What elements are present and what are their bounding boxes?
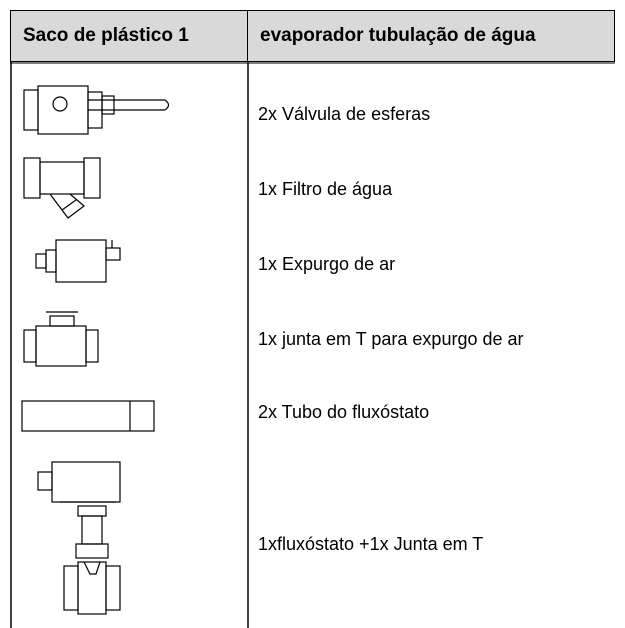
row-text: 2x Válvula de esferas: [258, 104, 431, 124]
row-text: 1x Expurgo de ar: [258, 254, 396, 274]
header-cell: Saco de plástico 1: [10, 10, 249, 62]
header-cell: evaporador tubulação de água: [247, 10, 615, 62]
row-text: 1xfluxóstato +1x Junta em T: [258, 534, 484, 554]
row-text: 1x junta em T para expurgo de ar: [258, 329, 524, 349]
row-text: 1x Filtro de água: [258, 179, 393, 199]
row-text: 2x Tubo do fluxóstato: [258, 402, 430, 422]
